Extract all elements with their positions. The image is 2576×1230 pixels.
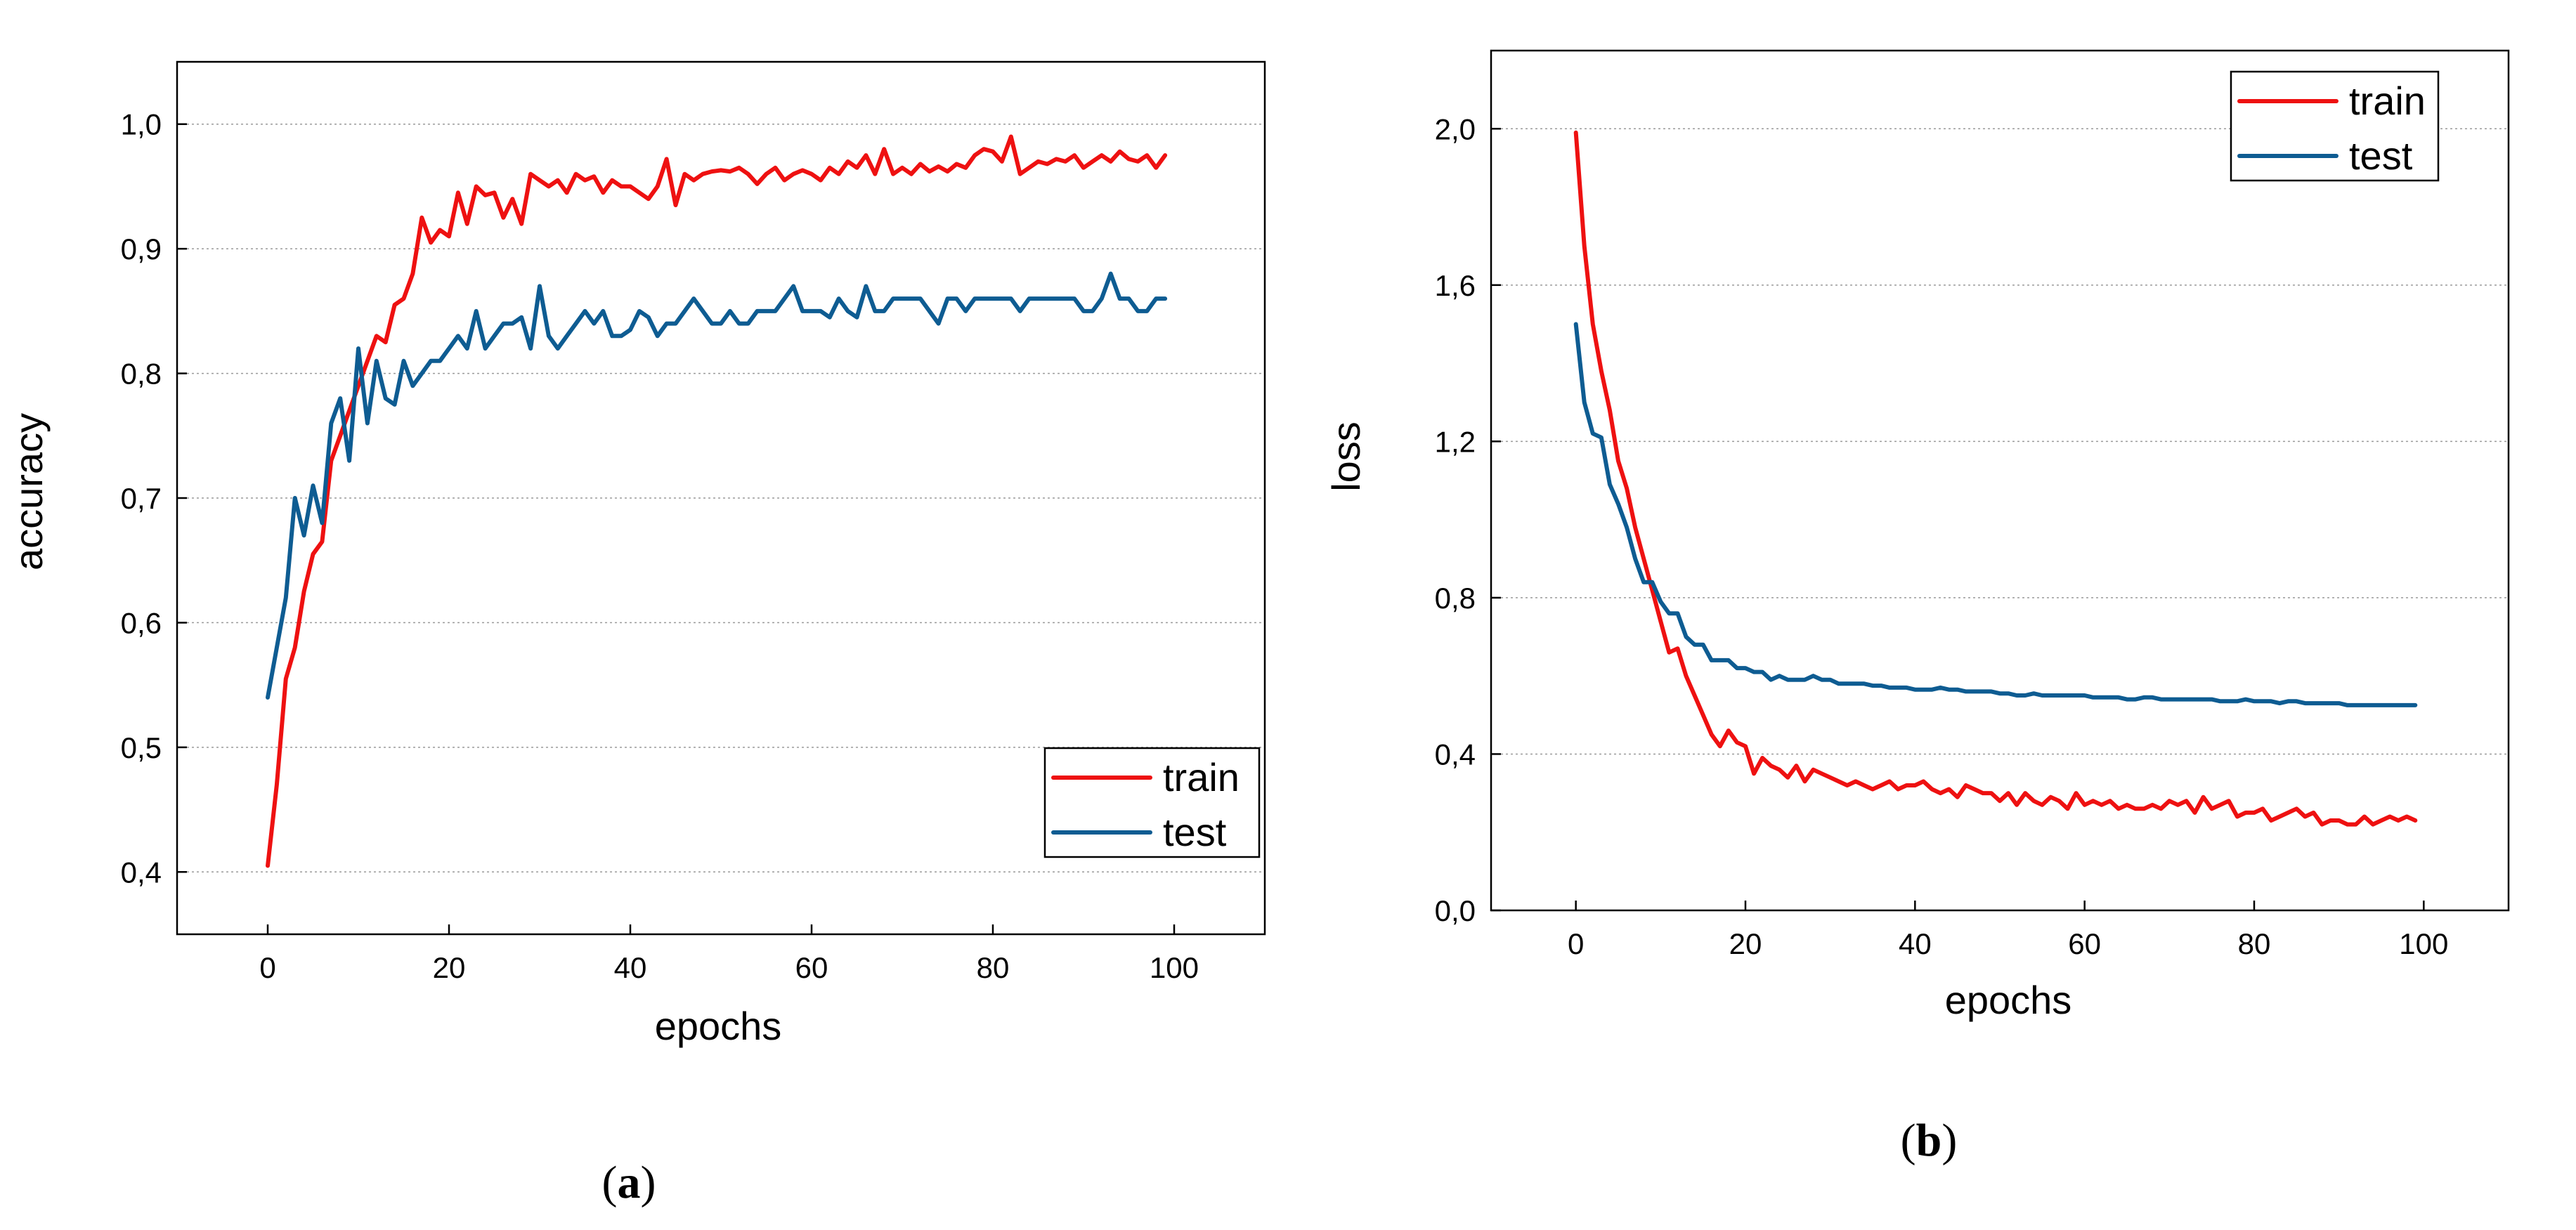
loss-y-tick-label-3: 1,2 [1435,425,1476,458]
loss-ticks: 0 20 40 60 80 100 0,0 0,4 0,8 1,2 1,6 2,0 [1435,112,2449,960]
accuracy-y-tick-label-5: 0,9 [121,233,162,266]
accuracy-y-tick-label-4: 0,8 [121,358,162,391]
accuracy-x-tick-label-4: 80 [977,951,1010,984]
accuracy-legend-test-label: test [1163,810,1227,854]
loss-chart: 0 20 40 60 80 100 0,0 0,4 0,8 1,2 1,6 2,0 epochs lo… [1324,49,2510,1166]
accuracy-legend: train test [1043,747,1261,858]
accuracy-y-tick-label-3: 0,7 [121,482,162,515]
accuracy-x-tick-label-1: 20 [433,951,466,984]
loss-x-tick-label-5: 100 [2399,927,2448,960]
accuracy-x-axis-label: epochs [655,1004,782,1048]
loss-series-train-line [1573,130,2418,827]
loss-series-test-line [1573,322,2418,707]
accuracy-y-tick-label-2: 0,6 [121,606,162,639]
accuracy-y-axis-label: accuracy [6,413,51,570]
accuracy-x-tick-label-3: 60 [795,951,828,984]
caption-b-letter: b [1916,1115,1942,1166]
loss-legend: train test [2230,70,2440,182]
loss-y-tick-label-4: 1,6 [1435,269,1476,302]
loss-y-tick-label-0: 0,0 [1435,894,1476,927]
accuracy-x-tick-label-0: 0 [259,951,275,984]
loss-y-tick-label-5: 2,0 [1435,112,1476,145]
caption-a: (a) [602,1157,656,1208]
loss-x-tick-label-0: 0 [1568,927,1584,960]
accuracy-y-tick-label-0: 0,4 [121,856,162,889]
accuracy-y-tick-label-6: 1,0 [121,108,162,141]
loss-legend-train-label: train [2349,79,2426,123]
accuracy-legend-box [1043,747,1261,858]
loss-grid [1491,128,2509,755]
loss-x-tick-label-1: 20 [1729,927,1762,960]
loss-series [1573,130,2418,827]
accuracy-series-test-line [266,271,1168,700]
loss-legend-box [2230,70,2440,182]
loss-plot-area [1490,49,2510,912]
accuracy-series-train-line [266,134,1168,868]
loss-x-tick-label-4: 80 [2238,927,2271,960]
loss-x-tick-label-2: 40 [1899,927,1932,960]
caption-a-letter: a [618,1157,641,1208]
accuracy-x-tick-label-5: 100 [1150,951,1199,984]
accuracy-x-tick-label-2: 40 [614,951,647,984]
loss-x-tick-label-3: 60 [2068,927,2101,960]
accuracy-series [266,134,1168,868]
loss-y-tick-label-1: 0,4 [1435,738,1476,771]
loss-x-axis-label: epochs [1945,978,2072,1022]
loss-y-axis-label: loss [1324,421,1368,492]
accuracy-y-tick-label-1: 0,5 [121,731,162,764]
accuracy-ticks: 0 20 40 60 80 100 0,4 0,5 0,6 0,7 0,8 0,9 1,0 [121,108,1199,984]
loss-legend-test-label: test [2349,133,2413,178]
caption-b: (b) [1901,1115,1958,1166]
loss-y-tick-label-2: 0,8 [1435,582,1476,615]
accuracy-chart: 0 20 40 60 80 100 0,4 0,5 0,6 0,7 0,8 0,9 1,0 epochs… [6,60,1266,1208]
accuracy-legend-train-label: train [1163,755,1240,799]
